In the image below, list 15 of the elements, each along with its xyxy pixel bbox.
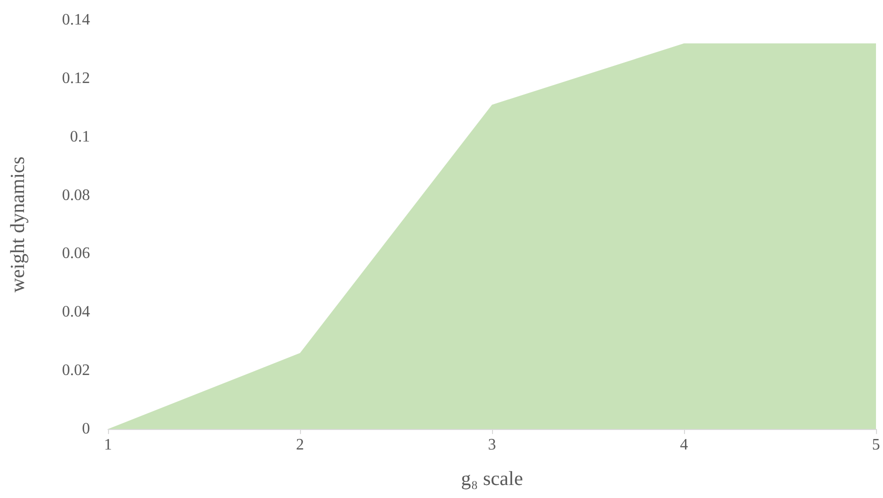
y-tick-label: 0.12 (62, 70, 90, 87)
y-tick-label: 0.02 (62, 362, 90, 380)
y-tick-label: 0 (82, 420, 90, 438)
y-tick-label: 0.08 (62, 186, 90, 204)
x-tick-label: 1 (104, 436, 112, 454)
y-tick-label: 0.04 (62, 304, 90, 321)
x-axis-title: g₈ scale (461, 468, 524, 490)
x-tick-label: 2 (296, 436, 304, 454)
x-tick-label: 5 (872, 436, 880, 454)
y-axis-title: weight dynamics (7, 156, 29, 293)
y-tick-label: 0.1 (70, 128, 90, 146)
y-tick-label: 0.14 (62, 12, 90, 28)
x-tick-label: 3 (488, 436, 496, 454)
x-tick-label: 4 (680, 436, 688, 454)
y-tick-label: 0.06 (62, 245, 90, 262)
